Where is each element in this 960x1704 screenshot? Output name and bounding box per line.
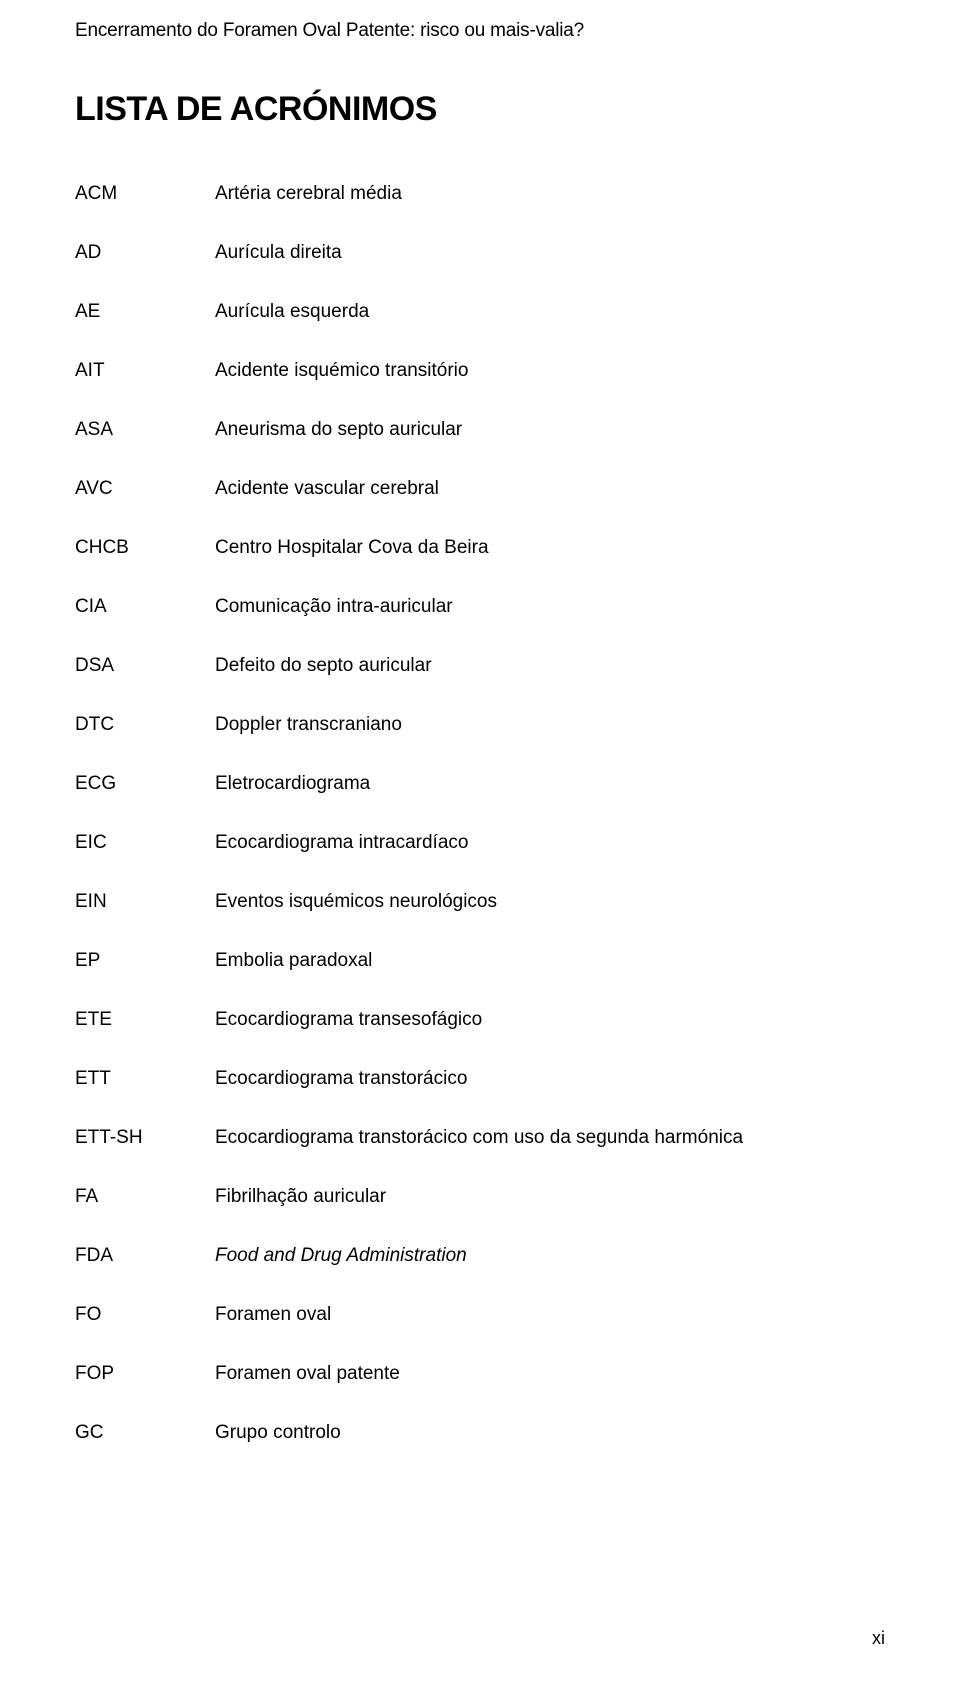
acronym-definition: Centro Hospitalar Cova da Beira xyxy=(215,537,885,559)
acronym-definition: Artéria cerebral média xyxy=(215,183,885,205)
acronym-definition: Aneurisma do septo auricular xyxy=(215,419,885,441)
acronym-definition: Foramen oval patente xyxy=(215,1363,885,1385)
acronym-definition: Foramen oval xyxy=(215,1304,885,1326)
acronym-row: AITAcidente isquémico transitório xyxy=(75,360,885,382)
acronym-abbr: ASA xyxy=(75,419,215,441)
acronym-definition: Comunicação intra-auricular xyxy=(215,596,885,618)
acronym-definition: Ecocardiograma transtorácico com uso da … xyxy=(215,1127,885,1149)
acronym-row: AEAurícula esquerda xyxy=(75,301,885,323)
acronym-table: ACMArtéria cerebral média ADAurícula dire… xyxy=(75,183,885,1444)
acronym-row: EINEventos isquémicos neurológicos xyxy=(75,891,885,913)
acronym-row: DTCDoppler transcraniano xyxy=(75,714,885,736)
acronym-definition: Defeito do septo auricular xyxy=(215,655,885,677)
main-heading: LISTA DE ACRÓNIMOS xyxy=(75,90,885,129)
acronym-abbr: EP xyxy=(75,950,215,972)
acronym-definition: Grupo controlo xyxy=(215,1422,885,1444)
acronym-definition: Eletrocardiograma xyxy=(215,773,885,795)
acronym-row: ETEEcocardiograma transesofágico xyxy=(75,1009,885,1031)
acronym-abbr: ETE xyxy=(75,1009,215,1031)
acronym-abbr: FOP xyxy=(75,1363,215,1385)
acronym-abbr: ETT xyxy=(75,1068,215,1090)
acronym-row: FOPForamen oval patente xyxy=(75,1363,885,1385)
acronym-abbr: AIT xyxy=(75,360,215,382)
acronym-row: FOForamen oval xyxy=(75,1304,885,1326)
acronym-row: CHCBCentro Hospitalar Cova da Beira xyxy=(75,537,885,559)
acronym-definition: Fibrilhação auricular xyxy=(215,1186,885,1208)
acronym-abbr: ETT-SH xyxy=(75,1127,215,1149)
acronym-row: GCGrupo controlo xyxy=(75,1422,885,1444)
acronym-abbr: FO xyxy=(75,1304,215,1326)
acronym-abbr: ECG xyxy=(75,773,215,795)
acronym-abbr: GC xyxy=(75,1422,215,1444)
acronym-abbr: DSA xyxy=(75,655,215,677)
acronym-abbr: ACM xyxy=(75,183,215,205)
acronym-definition: Food and Drug Administration xyxy=(215,1245,885,1267)
page-header-title: Encerramento do Foramen Oval Patente: ri… xyxy=(75,20,885,42)
acronym-abbr: EIN xyxy=(75,891,215,913)
page-number: xi xyxy=(872,1628,885,1649)
acronym-row: ECGEletrocardiograma xyxy=(75,773,885,795)
acronym-definition: Eventos isquémicos neurológicos xyxy=(215,891,885,913)
acronym-abbr: AVC xyxy=(75,478,215,500)
acronym-definition: Embolia paradoxal xyxy=(215,950,885,972)
acronym-abbr: AE xyxy=(75,301,215,323)
acronym-definition: Ecocardiograma transtorácico xyxy=(215,1068,885,1090)
acronym-definition: Aurícula esquerda xyxy=(215,301,885,323)
acronym-definition: Acidente isquémico transitório xyxy=(215,360,885,382)
acronym-row: DSADefeito do septo auricular xyxy=(75,655,885,677)
acronym-row: CIAComunicação intra-auricular xyxy=(75,596,885,618)
acronym-abbr: CIA xyxy=(75,596,215,618)
acronym-abbr: AD xyxy=(75,242,215,264)
acronym-row: FDAFood and Drug Administration xyxy=(75,1245,885,1267)
acronym-definition: Aurícula direita xyxy=(215,242,885,264)
acronym-row: AVCAcidente vascular cerebral xyxy=(75,478,885,500)
acronym-abbr: CHCB xyxy=(75,537,215,559)
acronym-definition: Acidente vascular cerebral xyxy=(215,478,885,500)
acronym-row: ACMArtéria cerebral média xyxy=(75,183,885,205)
acronym-abbr: FDA xyxy=(75,1245,215,1267)
acronym-abbr: FA xyxy=(75,1186,215,1208)
acronym-row: FAFibrilhação auricular xyxy=(75,1186,885,1208)
acronym-row: ASAAneurisma do septo auricular xyxy=(75,419,885,441)
acronym-row: ETTEcocardiograma transtorácico xyxy=(75,1068,885,1090)
acronym-definition: Ecocardiograma transesofágico xyxy=(215,1009,885,1031)
acronym-row: ADAurícula direita xyxy=(75,242,885,264)
acronym-row: EICEcocardiograma intracardíaco xyxy=(75,832,885,854)
acronym-row: ETT-SHEcocardiograma transtorácico com u… xyxy=(75,1127,885,1149)
acronym-definition: Doppler transcraniano xyxy=(215,714,885,736)
acronym-definition: Ecocardiograma intracardíaco xyxy=(215,832,885,854)
acronym-abbr: DTC xyxy=(75,714,215,736)
acronym-row: EPEmbolia paradoxal xyxy=(75,950,885,972)
acronym-abbr: EIC xyxy=(75,832,215,854)
